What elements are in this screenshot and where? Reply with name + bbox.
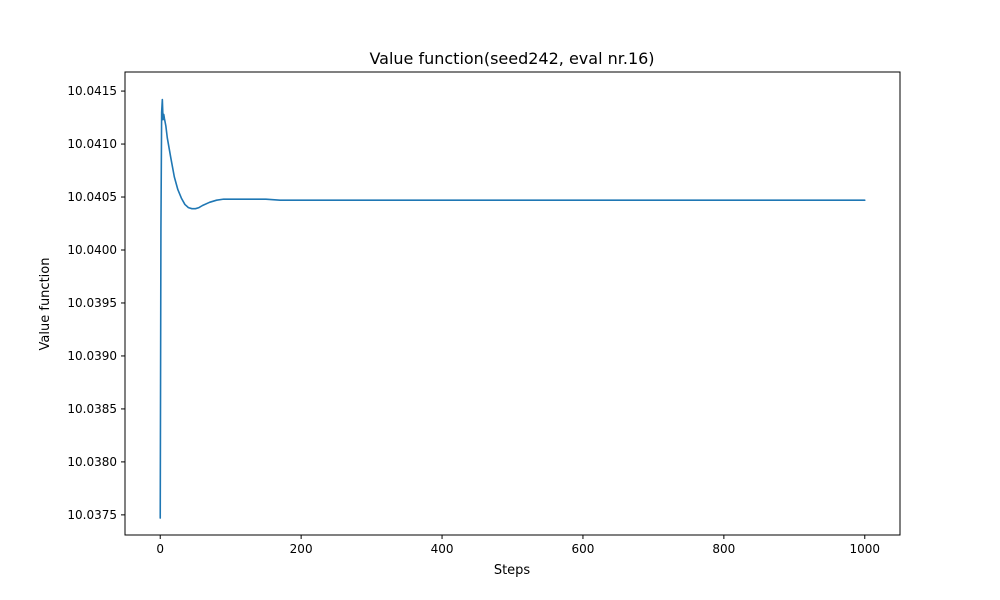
- x-tick-label: 200: [290, 542, 313, 556]
- x-tick-label: 400: [431, 542, 454, 556]
- y-tick-label: 10.0415: [67, 84, 117, 98]
- y-tick-label: 10.0405: [67, 190, 117, 204]
- series-line-0: [159, 98, 866, 519]
- y-tick-label: 10.0395: [67, 296, 117, 310]
- plot-area: 0 200 400 600 800 1000 10.0375 10.0380 10.0385 10…: [67, 71, 901, 556]
- x-axis-label: Steps: [494, 563, 531, 578]
- x-tick-label: 0: [156, 542, 164, 556]
- x-tick-label: 800: [712, 542, 735, 556]
- y-tick-label: 10.0390: [67, 349, 117, 363]
- plot-frame: [124, 71, 901, 536]
- y-tick-label: 10.0400: [67, 243, 117, 257]
- chart-title: Value function(seed242, eval nr.16): [369, 49, 654, 68]
- y-tick-label: 10.0410: [67, 137, 117, 151]
- x-tick-label: 600: [572, 542, 595, 556]
- y-tick-label: 10.0380: [67, 455, 117, 469]
- x-tick-label: 1000: [849, 542, 880, 556]
- y-tick-label: 10.0375: [67, 508, 117, 522]
- y-axis-label: Value function: [38, 258, 53, 351]
- y-tick-label: 10.0385: [67, 402, 117, 416]
